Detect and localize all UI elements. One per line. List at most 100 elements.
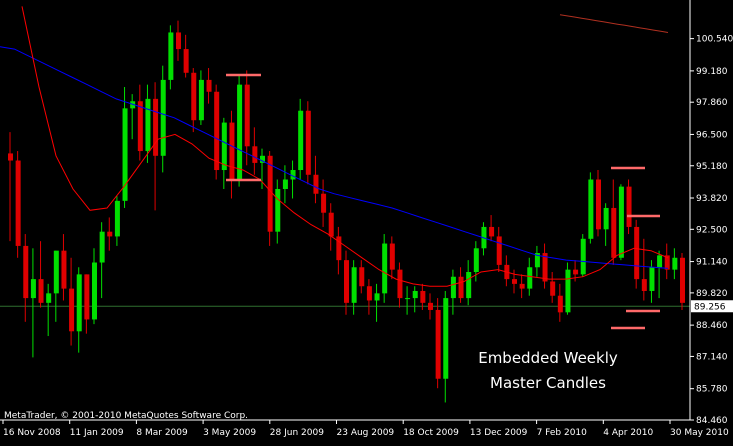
candle-body <box>443 298 449 379</box>
y-tick-label: 96.500 <box>696 130 728 140</box>
candle-body <box>626 186 632 227</box>
candle-body <box>534 253 540 268</box>
candle-body <box>336 236 342 261</box>
candle-body <box>435 309 441 379</box>
y-tick-label: 85.780 <box>696 385 728 395</box>
candle-body <box>573 269 579 275</box>
candle-body <box>244 84 250 147</box>
candle-body <box>649 267 655 291</box>
candle-body <box>450 276 456 299</box>
candle-body <box>634 226 640 280</box>
candle-body <box>191 72 197 121</box>
candle-body <box>38 279 44 303</box>
x-tick-label: 16 Nov 2008 <box>3 428 61 438</box>
candle-body <box>114 200 120 237</box>
candle-body <box>267 155 273 232</box>
candle-body <box>672 257 678 270</box>
candle-body <box>397 269 403 299</box>
candle-body <box>428 302 433 310</box>
y-tick-label: 97.860 <box>696 98 728 108</box>
candle-body <box>596 179 601 230</box>
candle-body <box>344 260 349 303</box>
candle-body <box>53 250 59 294</box>
candle-body <box>99 231 105 263</box>
candle-body <box>107 231 113 237</box>
candle-body <box>313 174 319 194</box>
y-tick-label: 95.180 <box>696 162 728 172</box>
candle-body <box>61 250 67 289</box>
candle-body <box>260 155 265 163</box>
candle-body <box>680 257 685 303</box>
copyright-text: MetaTrader, © 2001-2010 MetaQuotes Softw… <box>4 411 248 421</box>
current-price-label: 89.256 <box>694 302 726 312</box>
y-tick-label: 99.180 <box>696 67 728 77</box>
candle-body <box>76 274 82 332</box>
candle-body <box>298 110 304 171</box>
candle-body <box>359 267 365 287</box>
candle-body <box>389 243 395 270</box>
candle-body <box>458 276 464 299</box>
candle-body <box>664 255 670 270</box>
candle-body <box>206 79 212 92</box>
moving-average-red <box>21 6 669 287</box>
candle-body <box>282 179 288 189</box>
candle-body <box>221 122 227 171</box>
candle-body <box>321 193 327 213</box>
x-tick-label: 30 May 2010 <box>670 428 729 438</box>
candle-body <box>183 49 189 73</box>
candle-body <box>382 243 388 294</box>
candle-body <box>657 255 663 268</box>
candle-body <box>527 267 533 289</box>
x-tick-label: 4 Apr 2010 <box>603 428 653 438</box>
candle-body <box>366 286 372 301</box>
x-tick-label: 18 Oct 2009 <box>403 428 459 438</box>
candle-body <box>496 236 502 265</box>
candle-body <box>466 272 472 299</box>
candle-body <box>305 110 311 175</box>
candle-body <box>92 262 97 320</box>
moving-average-long <box>559 14 669 33</box>
candle-body <box>611 207 617 258</box>
y-tick-label: 87.140 <box>696 352 728 362</box>
candle-body <box>137 101 143 152</box>
candle-body <box>542 253 548 282</box>
x-tick-label: 11 Jan 2009 <box>70 428 124 438</box>
y-tick-label: 88.460 <box>696 321 728 331</box>
candle-body <box>351 267 357 303</box>
candle-body <box>252 146 258 163</box>
candle-body <box>557 295 563 313</box>
candle-body <box>176 32 181 50</box>
candle-body <box>229 122 235 180</box>
candle-body <box>198 79 204 121</box>
candle-body <box>145 98 151 152</box>
candle-body <box>122 108 128 201</box>
candle-body <box>489 226 495 237</box>
y-tick-label: 92.500 <box>696 225 728 235</box>
current-price-box <box>691 300 733 313</box>
candle-body <box>519 283 525 289</box>
candle-body <box>15 160 21 246</box>
candle-body <box>23 245 29 299</box>
candle-body <box>580 238 586 275</box>
candle-body <box>512 279 517 284</box>
candle-body <box>168 32 174 80</box>
candle-body <box>214 91 220 171</box>
candle-body <box>374 293 380 301</box>
candle-body <box>153 98 159 156</box>
annotation-line-1: Embedded Weekly <box>478 349 618 367</box>
x-tick-label: 7 Feb 2010 <box>537 428 588 438</box>
x-tick-label: 28 Jun 2009 <box>270 428 324 438</box>
annotation-line-2: Master Candles <box>490 374 606 392</box>
candle-body <box>603 207 609 230</box>
candle-body <box>550 281 556 296</box>
candle-body <box>405 298 411 300</box>
candle-body <box>30 279 36 299</box>
x-tick-label: 3 May 2009 <box>203 428 256 438</box>
x-tick-label: 8 Mar 2009 <box>136 428 188 438</box>
candle-body <box>420 290 426 303</box>
candle-body <box>565 269 571 313</box>
candle-body <box>328 212 334 237</box>
